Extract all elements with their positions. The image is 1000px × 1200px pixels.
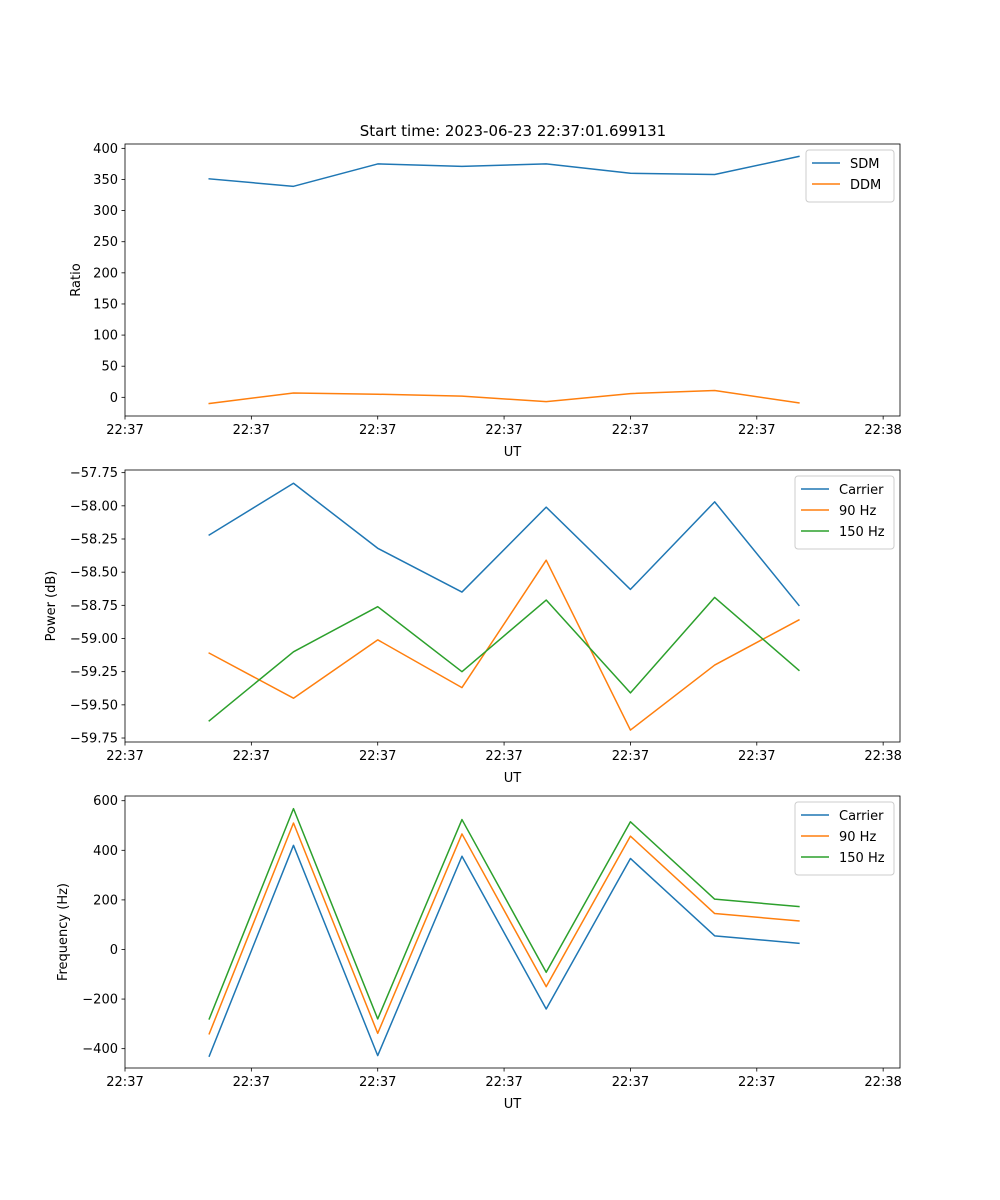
x-tick-label: 22:37 xyxy=(485,1075,522,1090)
y-axis-label: Power (dB) xyxy=(44,571,59,642)
x-tick-label: 22:37 xyxy=(738,423,775,438)
y-tick-label: 250 xyxy=(93,235,118,250)
y-tick-label: −58.75 xyxy=(70,599,118,614)
x-tick-label: 22:38 xyxy=(864,1075,901,1090)
x-tick-label: 22:37 xyxy=(233,1075,270,1090)
y-tick-label: 150 xyxy=(93,297,118,312)
legend-label: Carrier xyxy=(839,483,884,498)
series-line-90-hz xyxy=(208,822,800,1035)
y-tick-label: 200 xyxy=(93,893,118,908)
chart-panel-3: 22:37 22:37 22:37 22:37 22:37 22:37 22:38 −400 −… xyxy=(56,794,902,1112)
y-axis-label: Ratio xyxy=(69,263,84,296)
chart-panel-1: 22:37 22:37 22:37 22:37 22:37 22:37 22:38 0 50 10… xyxy=(69,142,902,460)
x-tick-label: 22:37 xyxy=(612,1075,649,1090)
legend-label: 150 Hz xyxy=(839,525,885,540)
legend: SDM DDM xyxy=(805,149,895,203)
axes-frame xyxy=(124,795,901,1069)
legend-label: Carrier xyxy=(839,809,884,824)
y-tick-label: −400 xyxy=(82,1042,118,1057)
x-axis-label: UT xyxy=(504,771,522,786)
x-tick-label: 22:37 xyxy=(106,1075,143,1090)
series-line-carrier xyxy=(208,482,800,607)
x-tick-label: 22:37 xyxy=(738,1075,775,1090)
axes-frame xyxy=(124,143,901,417)
legend-label: 90 Hz xyxy=(839,504,876,519)
y-tick-label: −58.00 xyxy=(70,499,118,514)
x-tick-label: 22:37 xyxy=(359,423,396,438)
y-tick-label: −58.25 xyxy=(70,532,118,547)
series-line-150-hz xyxy=(208,596,800,722)
series-line-sdm xyxy=(208,155,800,188)
legend: Carrier 90 Hz 150 Hz xyxy=(794,475,895,550)
y-tick-label: −59.25 xyxy=(70,665,118,680)
y-tick-label: 600 xyxy=(93,794,118,809)
y-tick-label: 350 xyxy=(93,173,118,188)
legend-label: DDM xyxy=(850,178,881,193)
series-line-ddm xyxy=(208,389,800,405)
y-tick-label: −59.00 xyxy=(70,632,118,647)
x-tick-label: 22:38 xyxy=(864,749,901,764)
series-line-carrier xyxy=(208,844,800,1058)
chart-panel-2: 22:37 22:37 22:37 22:37 22:37 22:37 22:38 −57.7… xyxy=(44,466,902,786)
x-axis-label: UT xyxy=(504,445,522,460)
legend: Carrier 90 Hz 150 Hz xyxy=(794,801,895,876)
y-tick-label: 100 xyxy=(93,329,118,344)
y-tick-label: −57.75 xyxy=(70,466,118,481)
x-tick-label: 22:37 xyxy=(612,423,649,438)
y-tick-label: −58.50 xyxy=(70,566,118,581)
axes-frame xyxy=(124,469,901,743)
y-tick-label: −59.75 xyxy=(70,732,118,747)
legend-label: 90 Hz xyxy=(839,830,876,845)
figure-title: Start time: 2023-06-23 22:37:01.699131 xyxy=(360,122,666,140)
x-tick-label: 22:37 xyxy=(106,423,143,438)
x-tick-label: 22:37 xyxy=(233,423,270,438)
y-tick-label: 50 xyxy=(101,360,118,375)
x-tick-label: 22:37 xyxy=(738,749,775,764)
x-tick-label: 22:37 xyxy=(106,749,143,764)
y-tick-label: 200 xyxy=(93,266,118,281)
x-tick-label: 22:37 xyxy=(233,749,270,764)
x-tick-label: 22:38 xyxy=(864,423,901,438)
legend-label: SDM xyxy=(850,157,879,172)
y-tick-label: 0 xyxy=(110,943,118,958)
x-tick-label: 22:37 xyxy=(612,749,649,764)
y-tick-label: 400 xyxy=(93,142,118,157)
x-tick-label: 22:37 xyxy=(485,423,522,438)
y-tick-label: 400 xyxy=(93,844,118,859)
x-tick-label: 22:37 xyxy=(359,749,396,764)
x-tick-label: 22:37 xyxy=(485,749,522,764)
y-tick-label: −59.50 xyxy=(70,698,118,713)
y-tick-label: 300 xyxy=(93,204,118,219)
x-axis-label: UT xyxy=(504,1097,522,1112)
y-tick-label: 0 xyxy=(110,391,118,406)
series-line-150-hz xyxy=(208,807,800,1020)
y-axis-label: Frequency (Hz) xyxy=(56,883,71,981)
x-tick-label: 22:37 xyxy=(359,1075,396,1090)
legend-label: 150 Hz xyxy=(839,851,885,866)
y-tick-label: −200 xyxy=(82,993,118,1008)
series-line-90-hz xyxy=(208,559,800,731)
